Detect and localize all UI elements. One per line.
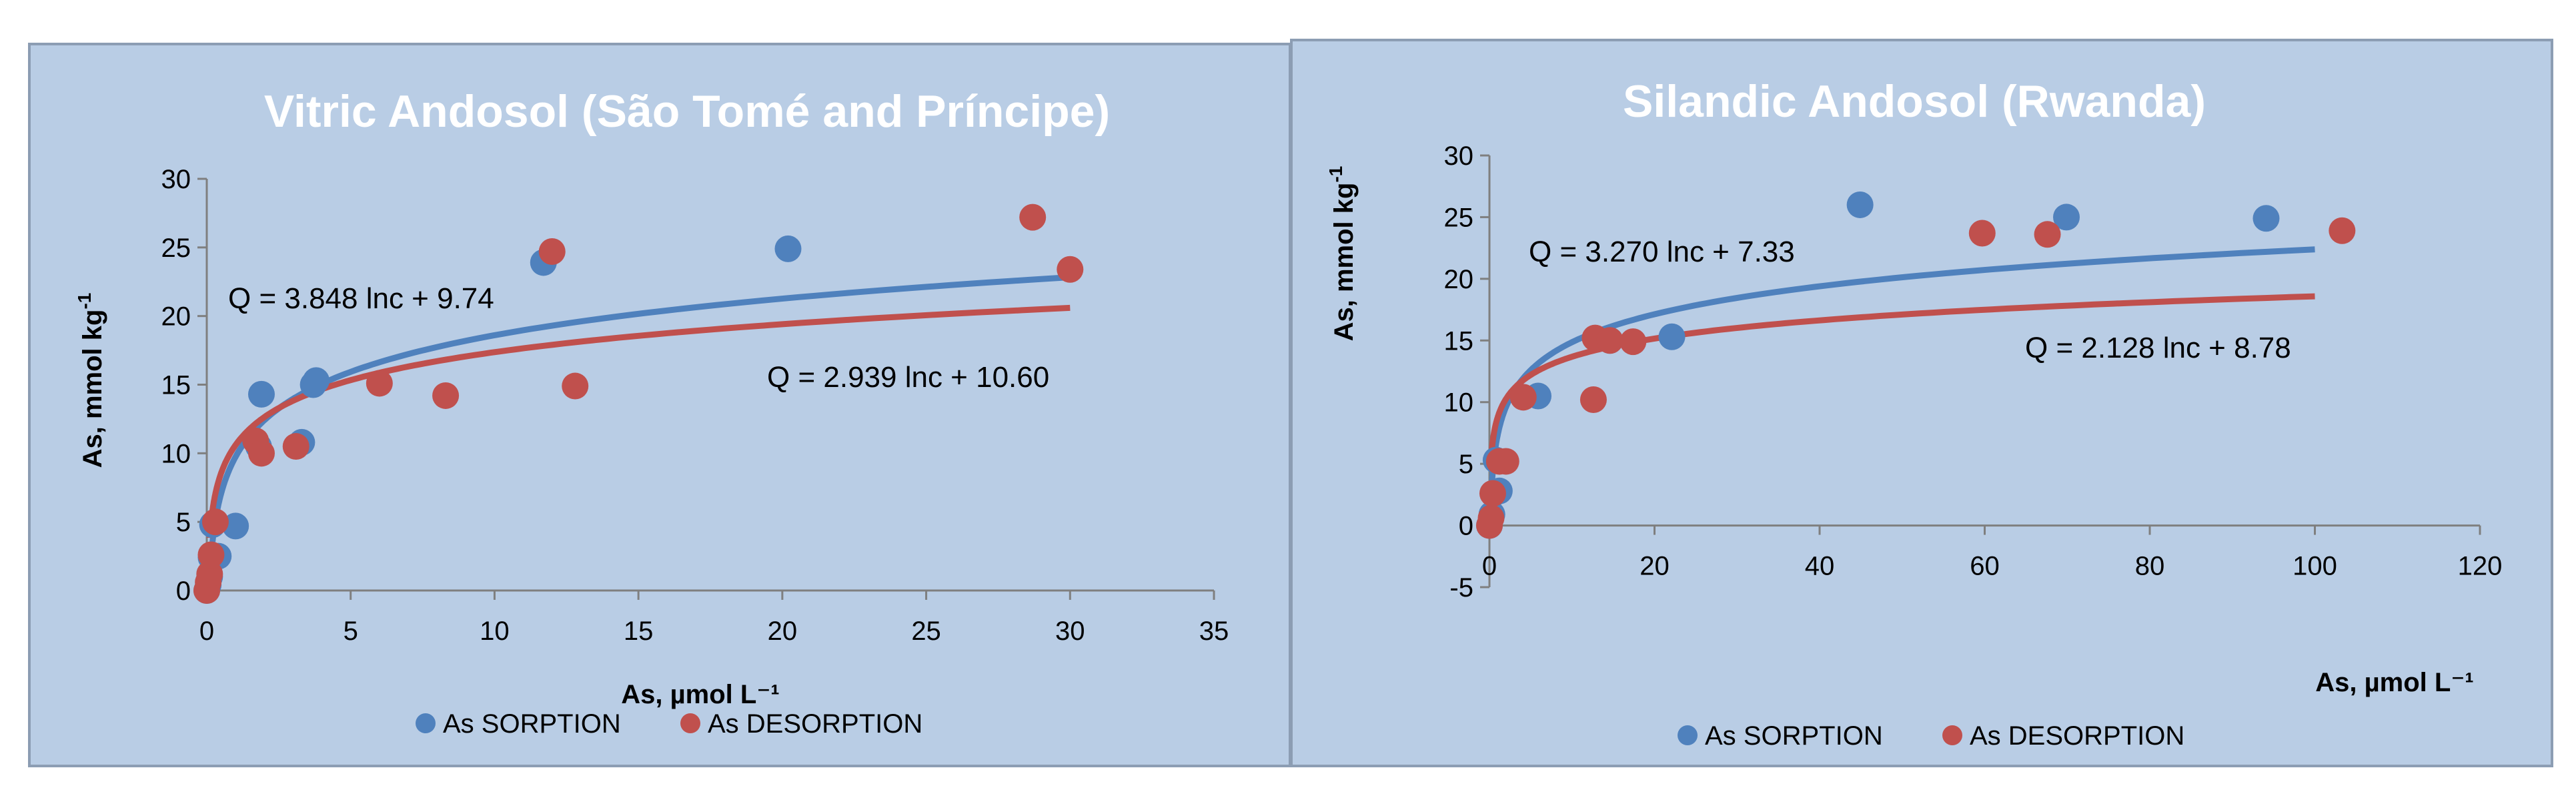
y-tick-label: 20 bbox=[161, 302, 191, 332]
data-point-desorption bbox=[1019, 204, 1047, 231]
legend-marker-sorption bbox=[1678, 725, 1698, 745]
data-point-desorption bbox=[282, 433, 309, 460]
y-tick-label: 5 bbox=[1459, 450, 1473, 479]
y-tick-label: 30 bbox=[161, 165, 191, 194]
x-tick-label: 15 bbox=[624, 617, 654, 646]
data-point-sorption bbox=[302, 367, 330, 394]
x-axis-label: As, µmol L⁻¹ bbox=[2315, 668, 2474, 697]
sorption-fit-equation: Q = 3.848 lnc + 9.74 bbox=[228, 282, 494, 315]
y-tick-label: 0 bbox=[1459, 512, 1473, 541]
legend-label-desorption: As DESORPTION bbox=[1970, 721, 2184, 751]
desorption-fit-equation: Q = 2.128 lnc + 8.78 bbox=[2025, 332, 2291, 364]
y-tick-label: 25 bbox=[1444, 203, 1474, 232]
x-tick-label: 0 bbox=[1482, 552, 1497, 581]
data-point-desorption bbox=[2034, 221, 2061, 248]
y-axis-label: As, mmol kg-1 bbox=[74, 293, 107, 468]
data-point-desorption bbox=[2329, 217, 2356, 244]
data-point-desorption bbox=[1620, 328, 1647, 356]
legend-label-desorption: As DESORPTION bbox=[708, 709, 922, 739]
data-point-sorption bbox=[774, 235, 802, 262]
y-tick-label: 20 bbox=[1444, 265, 1474, 294]
data-point-desorption bbox=[196, 560, 223, 588]
data-point-desorption bbox=[1492, 448, 1519, 475]
sorption-fit-equation: Q = 3.270 lnc + 7.33 bbox=[1529, 236, 1795, 268]
x-tick-label: 120 bbox=[2458, 552, 2503, 581]
x-tick-label: 30 bbox=[1055, 617, 1085, 646]
x-tick-label: 5 bbox=[344, 617, 358, 646]
x-tick-label: 60 bbox=[1970, 552, 2000, 581]
plot-area: 0 5 10 15 20 25 30 0 5 10 15 20 25 30 35 bbox=[161, 165, 1229, 646]
chart-title: Silandic Andosol (Rwanda) bbox=[1623, 76, 2206, 127]
fit-line-desorption bbox=[206, 304, 1071, 540]
legend-label-sorption: As SORPTION bbox=[443, 709, 621, 739]
plot-area: -5 0 5 10 15 20 25 30 0 20 40 60 80 100 120 bbox=[1444, 141, 2503, 603]
y-tick-label: 25 bbox=[161, 234, 191, 263]
data-point-sorption bbox=[1846, 191, 1874, 218]
y-axis-label: As, mmol kg-1 bbox=[1325, 166, 1359, 342]
y-axis-label-superscript: -1 bbox=[1325, 166, 1346, 183]
legend-label-sorption: As SORPTION bbox=[1705, 721, 1883, 751]
data-point-desorption bbox=[366, 370, 393, 397]
legend: As SORPTION As DESORPTION bbox=[1678, 721, 2184, 751]
fit-line-desorption bbox=[1488, 293, 2315, 462]
y-axis-label-main: As, mmol kg bbox=[1329, 183, 1359, 342]
data-point-sorption bbox=[222, 512, 249, 540]
data-point-desorption bbox=[1968, 220, 1996, 247]
data-point-sorption bbox=[247, 380, 275, 408]
data-point-desorption bbox=[1509, 384, 1537, 411]
x-tick-label: 80 bbox=[2135, 552, 2165, 581]
data-point-sorption bbox=[2252, 205, 2280, 232]
chart-panel-vitric-andosol: Vitric Andosol (São Tomé and Príncipe) A… bbox=[28, 43, 1291, 767]
y-tick-label: 15 bbox=[161, 371, 191, 400]
data-point-desorption bbox=[538, 238, 566, 266]
y-axis-label-main: As, mmol kg bbox=[78, 310, 107, 468]
x-tick-label: 40 bbox=[1805, 552, 1835, 581]
y-tick-label: 0 bbox=[176, 576, 191, 606]
x-tick-label: 35 bbox=[1199, 617, 1229, 646]
legend-marker-desorption bbox=[1942, 725, 1962, 745]
legend-marker-desorption bbox=[680, 713, 700, 733]
x-tick-label: 10 bbox=[480, 617, 510, 646]
y-tick-label: 15 bbox=[1444, 326, 1474, 356]
x-tick-label: 20 bbox=[1640, 552, 1670, 581]
data-point-desorption bbox=[201, 508, 229, 536]
x-tick-label: 100 bbox=[2293, 552, 2337, 581]
x-tick-label: 25 bbox=[911, 617, 941, 646]
data-point-sorption bbox=[2053, 204, 2080, 231]
x-tick-label: 20 bbox=[768, 617, 798, 646]
data-point-desorption bbox=[197, 541, 225, 568]
data-point-desorption bbox=[1057, 256, 1084, 283]
data-point-desorption bbox=[1479, 480, 1506, 507]
legend: As SORPTION As DESORPTION bbox=[416, 709, 922, 739]
data-point-desorption bbox=[1596, 327, 1624, 354]
panel-background bbox=[28, 43, 1291, 767]
y-tick-label: -5 bbox=[1449, 573, 1473, 603]
y-axis-label-superscript: -1 bbox=[74, 293, 95, 310]
legend-marker-sorption bbox=[416, 713, 436, 733]
y-tick-label: 30 bbox=[1444, 141, 1474, 171]
data-point-desorption bbox=[432, 382, 460, 409]
data-point-desorption bbox=[1477, 504, 1505, 532]
y-tick-label: 10 bbox=[161, 439, 191, 468]
data-point-desorption bbox=[247, 440, 275, 467]
chart-panel-silandic-andosol: Silandic Andosol (Rwanda) As, µmol L⁻¹ A… bbox=[1290, 39, 2553, 767]
y-tick-label: 10 bbox=[1444, 388, 1474, 418]
data-point-desorption bbox=[562, 372, 589, 400]
chart-title: Vitric Andosol (São Tomé and Príncipe) bbox=[264, 86, 1110, 137]
data-point-sorption bbox=[1658, 323, 1686, 350]
desorption-fit-equation: Q = 2.939 lnc + 10.60 bbox=[767, 361, 1049, 394]
x-tick-label: 0 bbox=[199, 617, 214, 646]
data-point-desorption bbox=[1579, 386, 1607, 414]
y-tick-label: 5 bbox=[176, 508, 191, 537]
x-axis-label: As, µmol L⁻¹ bbox=[621, 680, 780, 709]
